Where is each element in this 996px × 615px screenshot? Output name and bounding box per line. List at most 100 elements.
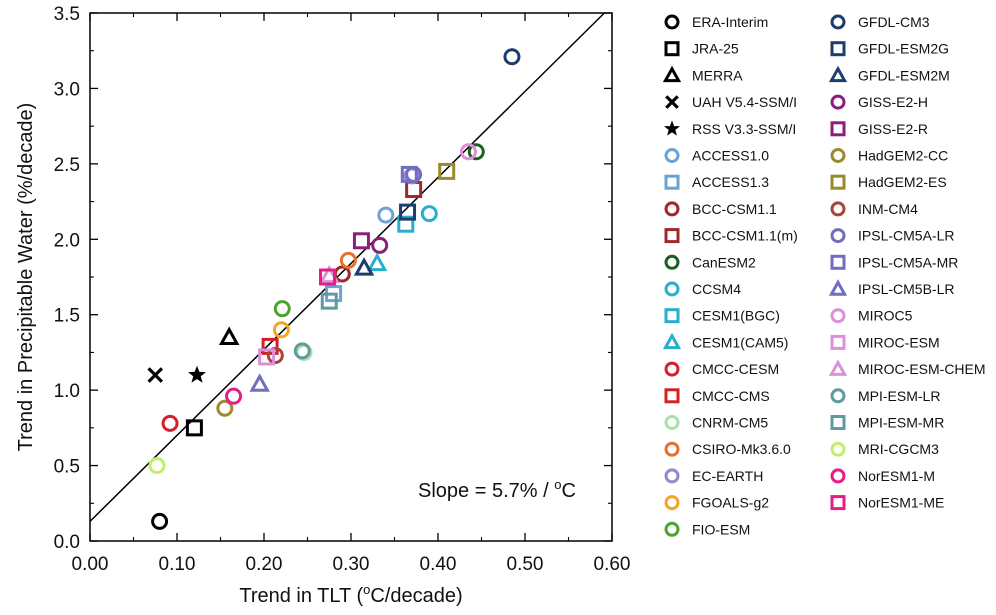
legend-label-cmcc-cesm: CMCC-CESM	[692, 361, 779, 377]
legend-marker-miroc-esm-chem	[828, 359, 848, 376]
point-giss-e2-h	[371, 236, 389, 254]
point-cesm1-bgc	[397, 215, 415, 233]
legend-label-gfdl-esm2g: GFDL-ESM2G	[858, 41, 949, 57]
legend-marker-miroc-esm	[830, 334, 846, 350]
point-inm-cm4	[266, 346, 284, 364]
legend-label-cesm1-bgc: CESM1(BGC)	[692, 308, 780, 324]
y-tick-label: 0.5	[54, 457, 80, 478]
legend-label-hadgem2-es: HadGEM2-ES	[858, 174, 947, 190]
point-ccsm4	[420, 205, 438, 223]
point-canesm2	[467, 143, 485, 161]
y-axis-title: Trend in Precipitable Water (%/decade)	[15, 103, 37, 452]
legend-marker-ccsm4	[664, 281, 680, 297]
x-axis-title: Trend in TLT (oC/decade)	[239, 582, 462, 607]
point-ipsl-cm5b-lr	[249, 373, 270, 392]
legend-marker-gfdl-esm2g	[830, 41, 846, 57]
legend-label-ipsl-cm5a-lr: IPSL-CM5A-LR	[858, 228, 954, 244]
legend-marker-cesm1-bgc	[664, 308, 680, 324]
legend-marker-uah-v5-4-ssm-i	[665, 95, 679, 109]
legend-label-miroc5: MIROC5	[858, 308, 913, 324]
legend-label-access1-3: ACCESS1.3	[692, 174, 769, 190]
point-bcc-csm1-1-m	[405, 181, 423, 199]
legend-marker-bcc-csm1-1	[664, 201, 680, 217]
x-tick-label: 0.60	[594, 554, 631, 575]
legend-marker-merra	[662, 65, 682, 83]
legend-marker-ipsl-cm5a-lr	[830, 228, 846, 244]
legend-label-miroc-esm-chem: MIROC-ESM-CHEM	[858, 361, 986, 377]
point-merra	[218, 326, 240, 346]
x-tick-label: 0.00	[72, 554, 109, 575]
legend-label-inm-cm4: INM-CM4	[858, 201, 918, 217]
point-gfdl-cm3	[503, 48, 521, 66]
legend-label-fio-esm: FIO-ESM	[692, 521, 750, 537]
legend-marker-fio-esm	[664, 521, 680, 537]
x-tick-label: 0.10	[159, 554, 196, 575]
point-fio-esm	[273, 300, 291, 318]
y-tick-label: 1.0	[54, 381, 80, 402]
legend-label-csiro-mk3-6-0: CSIRO-Mk3.6.0	[692, 441, 791, 457]
point-mri-cgcm3	[148, 457, 166, 475]
legend-label-access1-0: ACCESS1.0	[692, 148, 769, 164]
legend-label-fgoals-g2: FGOALS-g2	[692, 495, 769, 511]
legend-marker-access1-0	[664, 148, 680, 163]
y-tick-label: 2.0	[54, 230, 80, 251]
legend-marker-giss-e2-h	[830, 94, 846, 110]
point-cesm1-cam5	[366, 252, 388, 272]
legend-marker-giss-e2-r	[830, 121, 846, 137]
point-cmcc-cesm	[161, 414, 179, 432]
plot-frame	[89, 12, 613, 542]
legend-marker-gfdl-cm3	[830, 14, 846, 30]
point-mpi-esm-mr	[320, 292, 338, 310]
legend-marker-csiro-mk3-6-0	[664, 441, 680, 457]
legend-label-gfdl-esm2m: GFDL-ESM2M	[858, 67, 950, 83]
point-bcc-csm1-1	[333, 265, 351, 283]
point-miroc-esm	[258, 348, 276, 366]
legend-label-mri-cgcm3: MRI-CGCM3	[858, 441, 939, 457]
point-ipsl-cm5a-mr	[400, 165, 418, 183]
legend: ERA-Interim JRA-25 MERRA UAH V5.4-SSM/I RSS …	[662, 14, 986, 537]
legend-marker-mri-cgcm3	[830, 441, 846, 457]
legend-marker-cmcc-cesm	[664, 361, 680, 377]
x-tick-label: 0.50	[507, 554, 544, 575]
legend-label-giss-e2-h: GISS-E2-H	[858, 94, 928, 110]
point-jra-25	[185, 419, 203, 437]
legend-label-ccsm4: CCSM4	[692, 281, 741, 297]
legend-marker-ipsl-cm5b-lr	[828, 279, 848, 296]
legend-label-miroc-esm: MIROC-ESM	[858, 334, 940, 350]
y-tick-label: 1.5	[54, 306, 80, 327]
legend-marker-mpi-esm-lr	[830, 388, 846, 404]
legend-marker-inm-cm4	[830, 201, 846, 217]
point-noresm1-m	[225, 387, 243, 405]
point-gfdl-esm2m	[353, 257, 375, 276]
legend-label-cnrm-cm5: CNRM-CM5	[692, 415, 768, 431]
legend-label-giss-e2-r: GISS-E2-R	[858, 121, 928, 137]
point-gfdl-esm2g	[399, 203, 417, 221]
x-tick-label: 0.20	[246, 554, 283, 575]
legend-marker-miroc5	[830, 308, 846, 324]
legend-label-gfdl-cm3: GFDL-CM3	[858, 14, 930, 30]
legend-label-cesm1-cam5: CESM1(CAM5)	[692, 334, 788, 350]
legend-marker-era-interim	[664, 14, 680, 30]
legend-marker-fgoals-g2	[664, 495, 680, 511]
legend-label-cmcc-cms: CMCC-CMS	[692, 388, 770, 404]
legend-label-merra: MERRA	[692, 67, 743, 83]
legend-label-bcc-csm1-1-m: BCC-CSM1.1(m)	[692, 228, 798, 244]
point-rss-v3-3-ssm-i	[188, 365, 207, 383]
point-hadgem2-es	[438, 162, 456, 180]
point-miroc5	[459, 143, 477, 161]
legend-marker-jra-25	[664, 41, 680, 57]
x-tick-label: 0.30	[333, 554, 370, 575]
y-tick-label: 3.5	[54, 4, 80, 25]
legend-label-jra-25: JRA-25	[692, 41, 739, 57]
point-era-interim	[151, 512, 169, 530]
legend-marker-hadgem2-cc	[830, 148, 846, 163]
point-giss-e2-r	[352, 232, 370, 250]
legend-marker-rss-v3-3-ssm-i	[664, 120, 680, 136]
point-access1-0	[377, 206, 395, 224]
legend-label-canesm2: CanESM2	[692, 254, 756, 270]
point-hadgem2-cc	[216, 399, 234, 417]
legend-label-uah-v5-4-ssm-i: UAH V5.4-SSM/I	[692, 94, 797, 110]
legend-label-noresm1-m: NorESM1-M	[858, 468, 935, 484]
legend-marker-cmcc-cms	[664, 388, 680, 404]
y-tick-label: 3.0	[54, 79, 80, 100]
